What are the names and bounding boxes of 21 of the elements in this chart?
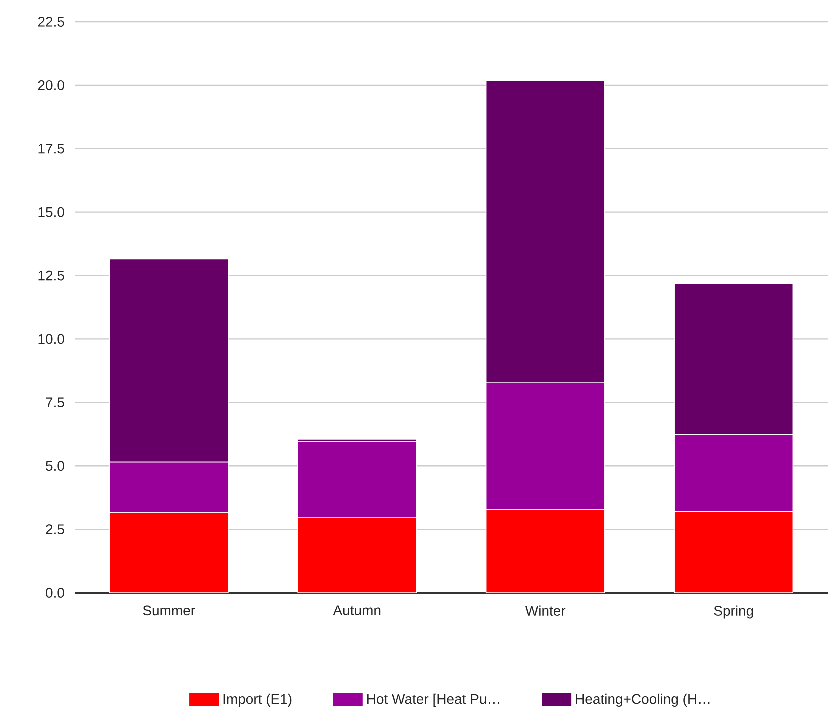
y-tick-label: 5.0 xyxy=(46,461,64,472)
x-tick-label: Winter xyxy=(525,606,566,616)
y-tick-label: 0.0 xyxy=(46,588,64,598)
bar xyxy=(109,512,229,593)
x-tick-label: Spring xyxy=(714,606,754,619)
y-tick-label: 22.5 xyxy=(38,17,64,27)
legend-label: Import (E1) xyxy=(224,694,292,707)
legend-label: Heating+Cooling (H… xyxy=(576,694,710,707)
y-tick-label: 17.5 xyxy=(38,144,64,154)
y-tick-label: 20.0 xyxy=(38,80,64,90)
y-tick-label: 2.5 xyxy=(46,524,64,535)
y-tick-label: 15.0 xyxy=(38,207,64,218)
bar xyxy=(298,518,418,593)
x-tick-label: Autumn xyxy=(333,606,381,616)
legend-label: Hot Water [Heat Pu… xyxy=(368,694,500,707)
y-tick-label: 7.5 xyxy=(46,398,64,408)
x-tick-label: Summer xyxy=(143,606,196,616)
bar xyxy=(486,510,606,593)
bar xyxy=(674,511,794,593)
y-tick-label: 10.0 xyxy=(38,334,64,344)
y-tick-label: 12.5 xyxy=(38,270,64,281)
